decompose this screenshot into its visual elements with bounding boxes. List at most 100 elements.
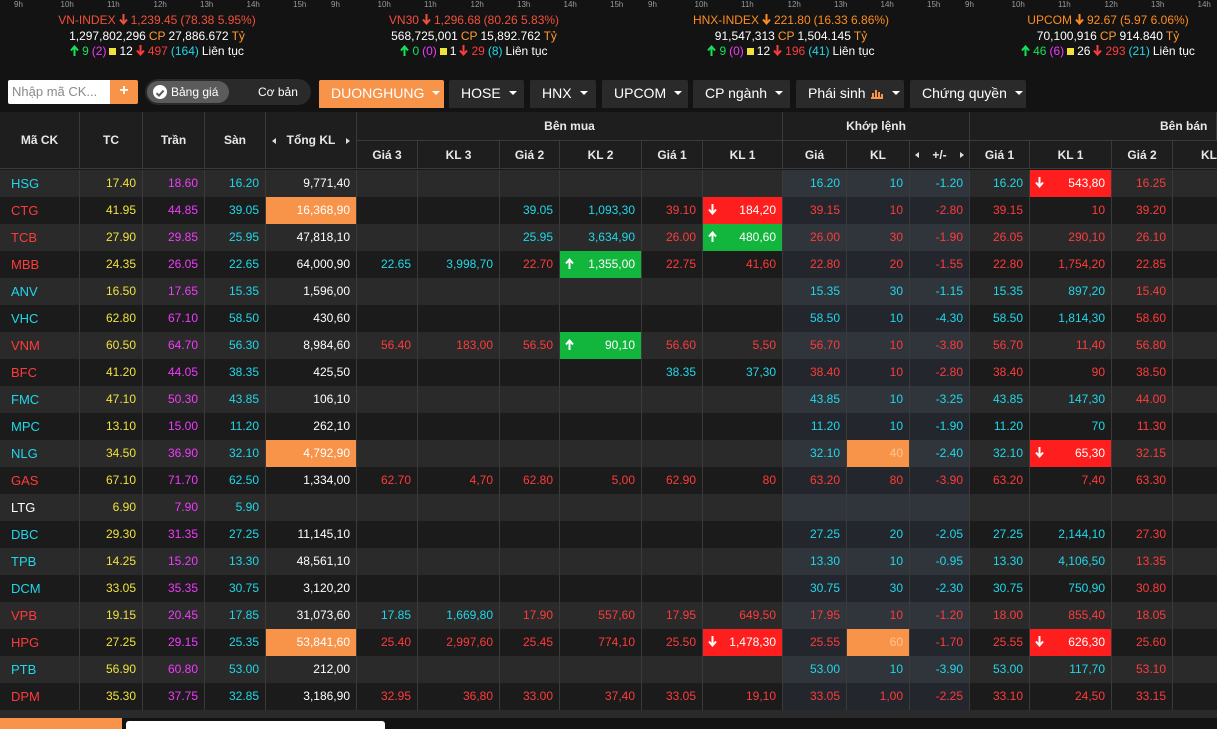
cell-text: 9,771,40 (303, 176, 350, 190)
cell-text: 10 (1091, 203, 1105, 217)
tab-label: DUONGHUNG (331, 85, 425, 101)
price-cell: 36.90 (143, 440, 205, 467)
cell-text: 33.15 (1135, 689, 1166, 703)
cell-text: 212,00 (313, 662, 350, 676)
market-tab[interactable]: HNX (530, 80, 596, 108)
cell-text: 62.80 (105, 311, 136, 325)
cell-text: -2.80 (935, 203, 963, 217)
price-cell (703, 278, 783, 305)
price-cell (1173, 197, 1217, 224)
time-label: 10h (60, 0, 74, 9)
cell-text: 33.05 (105, 581, 136, 595)
view-option[interactable]: Cơ bản (258, 85, 298, 99)
price-cell: 25.40 (357, 629, 418, 656)
market-tab[interactable]: CP ngành (693, 80, 790, 108)
price-cell (500, 494, 560, 521)
cell-text: 22.85 (1135, 257, 1166, 271)
cell-text: 70 (1091, 419, 1105, 433)
price-cell: 32.95 (357, 683, 418, 710)
price-cell (1173, 494, 1217, 521)
price-cell (1173, 575, 1217, 602)
market-tab[interactable]: Chứng quyền (910, 80, 1026, 108)
cell-text: 649,50 (739, 608, 776, 622)
cell-text: 15.35 (809, 284, 840, 298)
price-cell: 25.50 (642, 629, 703, 656)
market-tab[interactable]: Phái sinh (796, 80, 904, 108)
price-cell: 3,120,20 (266, 575, 357, 602)
dropdown-caret (579, 91, 588, 95)
cell-text: 44.05 (167, 365, 198, 379)
scroll-arrows[interactable] (266, 136, 354, 146)
market-tab[interactable]: DUONGHUNG (319, 80, 444, 108)
add-button[interactable]: + (110, 80, 138, 104)
price-cell (1173, 602, 1217, 629)
cell-text: 7,40 (1081, 473, 1105, 487)
sub-header-label: KL 3 (445, 148, 472, 162)
price-cell: 25.60 (1112, 629, 1173, 656)
price-cell: 38.40 (783, 359, 847, 386)
price-cell (642, 413, 703, 440)
index-name: VN-INDEX (58, 13, 116, 27)
tab-label: UPCOM (614, 85, 667, 101)
price-cell (642, 440, 703, 467)
price-cell: 5.90 (205, 494, 266, 521)
column-header[interactable]: Tổng KL (266, 112, 357, 169)
market-tab[interactable]: HOSE (449, 80, 524, 108)
price-cell (1173, 548, 1217, 575)
cell-text: 22.80 (992, 257, 1023, 271)
price-cell: 27.30 (1112, 521, 1173, 548)
cell-text: 47,818,10 (296, 230, 350, 244)
price-cell: 16.20 (205, 170, 266, 197)
index-volume-line: 1,297,802,296 CP 27,886.672 Tỷ (0, 29, 317, 43)
price-cell (1173, 413, 1217, 440)
price-cell: 33.15 (1112, 683, 1173, 710)
price-cell: 20.45 (143, 602, 205, 629)
index-volume: 1,297,802,296 (69, 29, 146, 43)
cell-text: VPB (11, 608, 38, 623)
market-tab[interactable]: UPCOM (602, 80, 688, 108)
price-cell (357, 359, 418, 386)
cell-text: 13.30 (228, 554, 259, 568)
price-cell (703, 575, 783, 602)
search-input[interactable]: Nhập mã CK... (8, 80, 110, 104)
market-status: Liên tục (505, 44, 548, 58)
table-row-partial (0, 710, 1217, 718)
cell-text: -1.20 (935, 608, 963, 622)
scroll-arrows[interactable] (910, 150, 968, 160)
header-label: Mã CK (20, 133, 59, 147)
cell-text: 53.00 (228, 662, 259, 676)
cell-text: 10 (889, 176, 903, 190)
cell-text: 25.95 (522, 230, 553, 244)
arrow-down (118, 14, 128, 26)
volume-unit: CP (148, 29, 166, 43)
price-cell (1173, 278, 1217, 305)
price-cell: 34.50 (80, 440, 143, 467)
price-cell: 30.80 (1112, 575, 1173, 602)
price-cell: 16.25 (1112, 170, 1173, 197)
index-value: 221.80 (773, 13, 811, 27)
time-label: 11h (741, 0, 754, 9)
price-cell: 147,30 (1030, 386, 1112, 413)
footer-tab[interactable] (0, 718, 122, 729)
price-cell: 106,10 (266, 386, 357, 413)
price-cell (642, 494, 703, 521)
price-cell (418, 413, 500, 440)
cell-text: 56.40 (380, 338, 411, 352)
price-cell: 18.00 (970, 602, 1030, 629)
price-cell (418, 521, 500, 548)
index-breadth-line: 9 (0) 12 196 (41) Liên tục (634, 44, 951, 58)
cell-text: -1.70 (935, 635, 963, 649)
price-cell: 10 (847, 413, 910, 440)
cell-text: CTG (11, 203, 39, 218)
index-value-line: VN-INDEX 1,239.45 (78.38 5.95%) (0, 13, 317, 27)
cell-text: 60 (889, 635, 903, 649)
index-name: UPCOM (1027, 13, 1072, 27)
view-option-active[interactable]: Bảng giá (147, 81, 229, 103)
price-cell: 39.10 (642, 197, 703, 224)
advances: 46 (1033, 44, 1047, 58)
price-cell: 30.75 (205, 575, 266, 602)
index-volume: 91,547,313 (714, 29, 775, 43)
cell-text: PTB (11, 662, 37, 677)
price-cell: -1.55 (910, 251, 970, 278)
cell-text: 20 (889, 257, 903, 271)
